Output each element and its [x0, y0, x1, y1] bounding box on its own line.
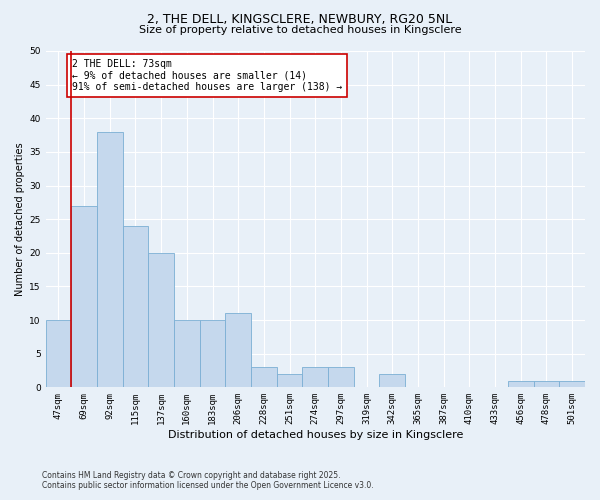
Bar: [46, 320, 71, 388]
Text: 2, THE DELL, KINGSCLERE, NEWBURY, RG20 5NL: 2, THE DELL, KINGSCLERE, NEWBURY, RG20 5…: [148, 12, 452, 26]
Bar: [328, 367, 354, 388]
Bar: [302, 367, 328, 388]
Bar: [559, 380, 585, 388]
Bar: [71, 206, 97, 388]
X-axis label: Distribution of detached houses by size in Kingsclere: Distribution of detached houses by size …: [167, 430, 463, 440]
Text: Size of property relative to detached houses in Kingsclere: Size of property relative to detached ho…: [139, 25, 461, 35]
Text: Contains HM Land Registry data © Crown copyright and database right 2025.
Contai: Contains HM Land Registry data © Crown c…: [42, 470, 374, 490]
Bar: [174, 320, 200, 388]
Bar: [508, 380, 533, 388]
Bar: [379, 374, 405, 388]
Bar: [277, 374, 302, 388]
Bar: [251, 367, 277, 388]
Bar: [226, 314, 251, 388]
Text: 2 THE DELL: 73sqm
← 9% of detached houses are smaller (14)
91% of semi-detached : 2 THE DELL: 73sqm ← 9% of detached house…: [72, 59, 342, 92]
Bar: [122, 226, 148, 388]
Bar: [97, 132, 122, 388]
Bar: [200, 320, 226, 388]
Bar: [533, 380, 559, 388]
Bar: [148, 253, 174, 388]
Y-axis label: Number of detached properties: Number of detached properties: [15, 142, 25, 296]
